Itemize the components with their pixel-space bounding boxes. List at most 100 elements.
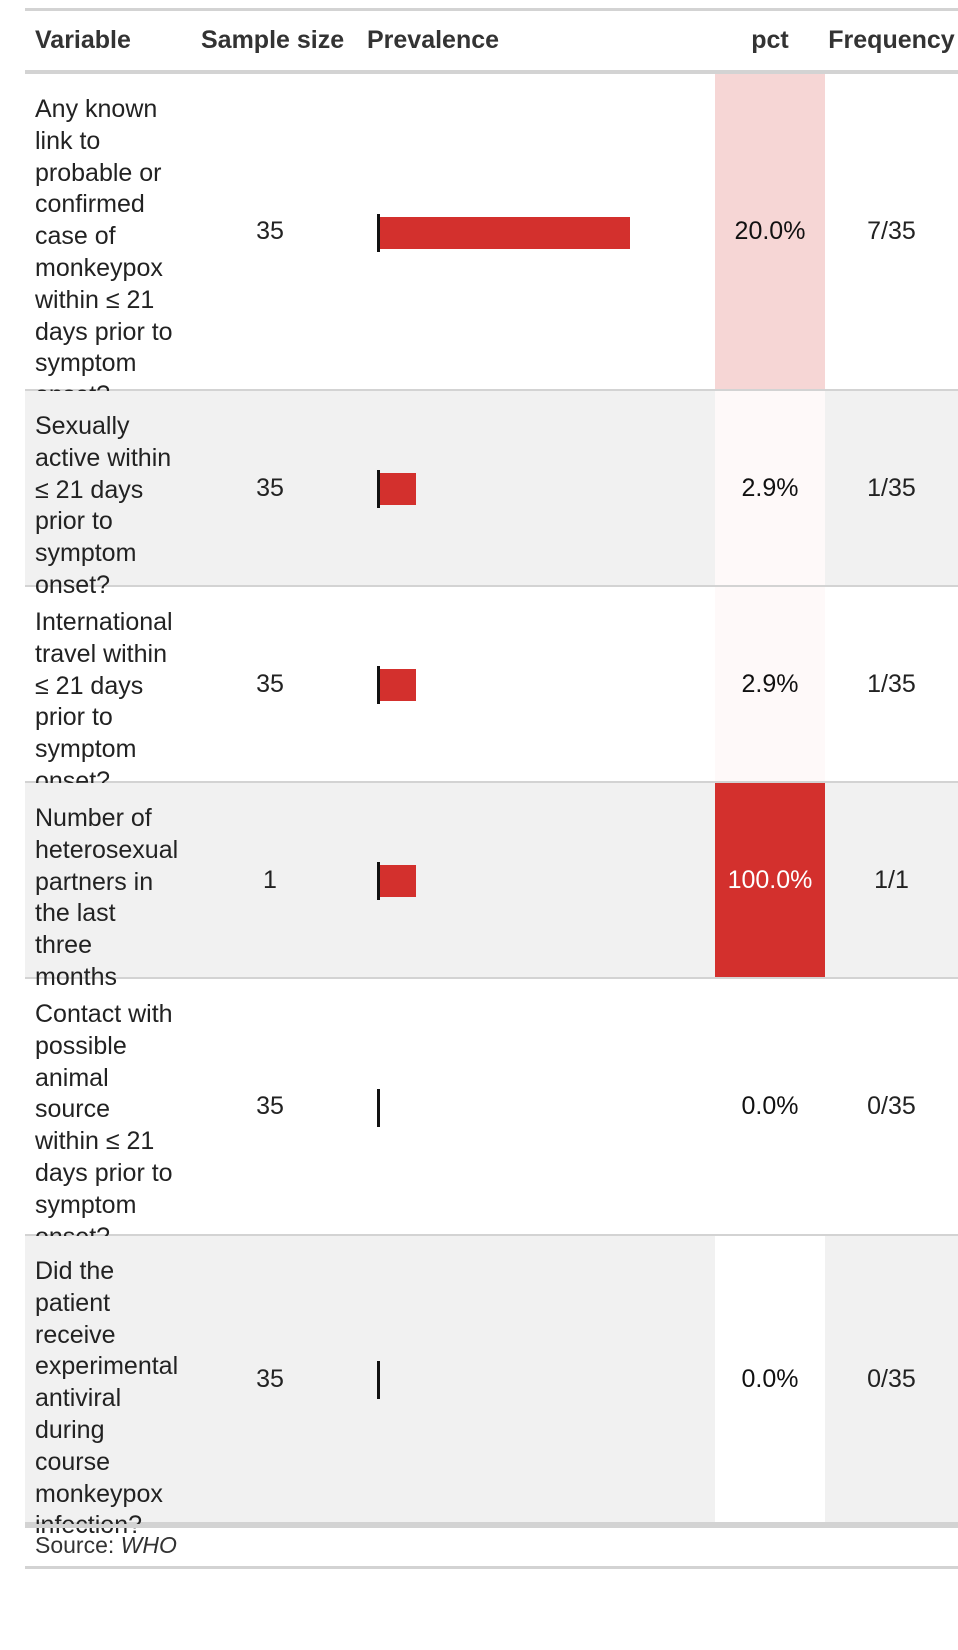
header-variable: Variable: [35, 26, 131, 54]
variable-line: prior to: [35, 507, 113, 536]
variable-line: symptom: [35, 349, 137, 378]
variable-line: Sexually: [35, 412, 130, 440]
variable-line: antiviral: [35, 1384, 122, 1413]
variable-line: the last: [35, 899, 116, 928]
variable-cell: International travel within ≤ 21 days prior…: [25, 587, 197, 795]
table-bottom-rule: [25, 1524, 958, 1528]
header-sample-size: Sample size: [201, 26, 345, 54]
variable-line: possible: [35, 1031, 127, 1060]
sample-size-cell: 35: [256, 1092, 284, 1120]
sample-size-cell: 35: [256, 217, 284, 245]
header-prevalence: Prevalence: [367, 26, 500, 54]
variable-line: prior to: [35, 703, 113, 732]
variable-cell: Number of heterosexual partners in the last…: [25, 783, 197, 991]
variable-line: symptom: [35, 1190, 137, 1219]
variable-line: travel within: [35, 639, 167, 668]
prevalence-cell: [365, 74, 665, 389]
variable-line: symptom: [35, 539, 137, 568]
variable-line: Any known: [35, 95, 158, 123]
variable-line: link to: [35, 126, 101, 155]
frequency-cell: 7/35: [867, 217, 916, 245]
pct-cell: 20.0%: [715, 74, 825, 389]
source-note: Source: WHO: [35, 1532, 177, 1559]
variable-line: onset?: [35, 570, 111, 599]
table-row: Any known link to probable or confirmed case…: [25, 74, 958, 409]
frequency-cell: 0/35: [867, 1092, 916, 1120]
variable-line: ≤ 21 days: [35, 475, 144, 504]
source-label: Source:: [35, 1532, 115, 1558]
prevalence-axis: [377, 213, 380, 252]
variable-line: ≤ 21 days: [35, 671, 144, 700]
header-rule: [25, 70, 958, 74]
pct-cell: 100.0%: [715, 783, 825, 977]
pct-cell: 2.9%: [715, 587, 825, 781]
prevalence-axis: [377, 666, 380, 704]
variable-line: partners in: [35, 867, 154, 896]
table-top-rule: [25, 8, 958, 11]
variable-line: course: [35, 1447, 111, 1476]
prevalence-cell: [365, 587, 665, 781]
variable-line: months: [35, 962, 117, 991]
pct-cell: 2.9%: [715, 391, 825, 585]
prevalence-axis: [377, 1361, 380, 1399]
variable-line: International: [35, 608, 173, 636]
variable-cell: Sexually active within ≤ 21 days prior to sy…: [25, 391, 197, 599]
prevalence-bar: [380, 865, 417, 897]
variable-line: animal: [35, 1063, 109, 1092]
table-row: Contact with possible animal source within ≤…: [25, 979, 958, 1251]
variable-line: during: [35, 1415, 105, 1444]
table-row: Number of heterosexual partners in the last…: [25, 783, 958, 991]
prevalence-axis: [377, 470, 380, 508]
variable-line: monkeypox: [35, 1479, 163, 1508]
pct-cell: 0.0%: [715, 979, 825, 1234]
variable-line: within ≤ 21: [35, 1127, 155, 1156]
table-row: Sexually active within ≤ 21 days prior to sy…: [25, 391, 958, 599]
variable-line: probable or: [35, 158, 162, 187]
variable-line: symptom: [35, 735, 137, 764]
prevalence-bar: [380, 216, 630, 249]
prevalence-cell: [365, 391, 665, 585]
source-bottom-rule: [25, 1566, 958, 1569]
table-row: International travel within ≤ 21 days prior…: [25, 587, 958, 795]
frequency-cell: 1/35: [867, 669, 916, 698]
variable-line: case of: [35, 222, 116, 251]
table-row: Did the patient receive experimental antivir…: [25, 1236, 958, 1539]
variable-line: Contact with: [35, 1000, 173, 1028]
variable-line: source: [35, 1095, 111, 1124]
sample-size-cell: 35: [256, 473, 284, 502]
sample-size-cell: 35: [256, 669, 284, 698]
variable-line: within ≤ 21: [35, 285, 155, 314]
prevalence-axis: [377, 862, 380, 900]
variable-cell: Any known link to probable or confirmed case…: [25, 74, 197, 409]
frequency-cell: 1/35: [867, 473, 916, 502]
sample-size-cell: 35: [256, 1364, 284, 1393]
prevalence-cell: [365, 979, 665, 1234]
variable-line: receive: [35, 1320, 116, 1349]
sample-size-cell: 1: [263, 865, 277, 894]
variable-line: Number of: [35, 804, 152, 832]
frequency-cell: 0/35: [867, 1364, 916, 1393]
variable-line: patient: [35, 1288, 111, 1317]
header-pct: pct: [751, 26, 789, 54]
frequency-cell: 1/1: [874, 865, 909, 894]
variable-line: heterosexual: [35, 835, 179, 864]
prevalence-cell: [365, 783, 665, 977]
variable-line: Did the: [35, 1257, 115, 1285]
source-value: WHO: [120, 1532, 177, 1558]
variable-cell: Contact with possible animal source within ≤…: [25, 979, 197, 1251]
prevalence-bar: [380, 669, 417, 701]
table-header: Variable Sample size Prevalence pct Freq…: [25, 11, 958, 70]
prevalence-cell: [365, 1236, 665, 1522]
variable-line: days prior to: [35, 1158, 173, 1187]
variable-line: days prior to: [35, 317, 173, 346]
variable-line: experimental: [35, 1352, 179, 1381]
variable-line: active within: [35, 443, 172, 472]
variable-line: monkeypox: [35, 253, 163, 282]
prevalence-axis: [377, 1088, 380, 1127]
variable-cell: Did the patient receive experimental antivir…: [25, 1236, 197, 1539]
variable-line: three: [35, 931, 92, 960]
pct-cell: 0.0%: [715, 1236, 825, 1522]
variable-line: confirmed: [35, 190, 145, 219]
header-frequency: Frequency: [828, 26, 955, 54]
prevalence-bar: [380, 473, 417, 505]
